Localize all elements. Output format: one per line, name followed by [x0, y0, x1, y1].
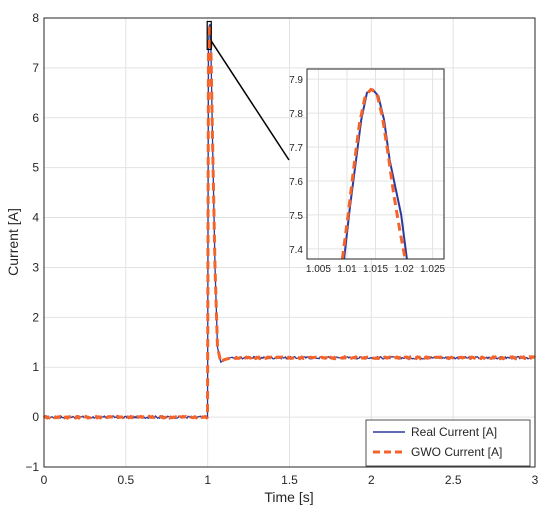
y-tick-label: 0 [32, 410, 39, 424]
inset-y-tick-label: 7.7 [289, 143, 303, 154]
y-tick-label: 8 [32, 11, 39, 25]
legend-label-gwo: GWO Current [A] [411, 445, 502, 459]
x-tick-label: 1 [204, 473, 211, 487]
inset-x-tick-label: 1.025 [420, 264, 445, 275]
x-tick-label: 1.5 [281, 473, 298, 487]
inset-y-tick-label: 7.5 [289, 211, 303, 222]
x-tick-label: 3 [532, 473, 539, 487]
legend: Real Current [A] GWO Current [A] [365, 419, 531, 467]
inset-tick-labels: 1.005 1.01 1.015 1.02 1.025 7.4 7.5 7.6 7.7 7.8 7.… [289, 75, 445, 275]
inset-series-line-real-current [343, 88, 408, 260]
inset-x-tick-label: 1.015 [363, 264, 388, 275]
inset-series [340, 87, 408, 260]
x-axis-label: Time [s] [264, 489, 313, 505]
y-tick-label: 1 [32, 360, 39, 374]
inset-x-tick-label: 1.005 [306, 264, 331, 275]
x-tick-label: 2.5 [445, 473, 462, 487]
inset-frame [306, 68, 445, 260]
y-tick-label: 4 [32, 211, 39, 225]
inset-y-tick-label: 7.8 [289, 109, 303, 120]
inset-series-line-gwo-current [340, 87, 407, 260]
main-series [42, 22, 536, 420]
y-tick-label: −1 [25, 460, 39, 474]
legend-box [365, 419, 531, 467]
inset-y-tick-label: 7.9 [289, 75, 303, 86]
legend-label-real: Real Current [A] [411, 425, 497, 439]
inset-y-tick-label: 7.4 [289, 245, 303, 256]
zoom-region-box [206, 20, 212, 51]
x-tick-label: 0.5 [117, 473, 134, 487]
y-tick-label: 7 [32, 61, 39, 75]
inset-x-tick-label: 1.02 [394, 264, 414, 275]
y-tick-label: 5 [32, 161, 39, 175]
y-axis-label: Current [A] [5, 208, 21, 276]
y-tick-label: 2 [32, 310, 39, 324]
x-tick-label: 2 [368, 473, 375, 487]
inset-grid [307, 69, 444, 259]
inset-x-tick-label: 1.01 [337, 264, 357, 275]
y-tick-label: 3 [32, 260, 39, 274]
main-plot-frame [43, 17, 536, 468]
inset-y-tick-label: 7.6 [289, 177, 303, 188]
zoom-connector-line [210, 40, 290, 161]
x-tick-label: 0 [41, 473, 48, 487]
y-tick-label: 6 [32, 111, 39, 125]
